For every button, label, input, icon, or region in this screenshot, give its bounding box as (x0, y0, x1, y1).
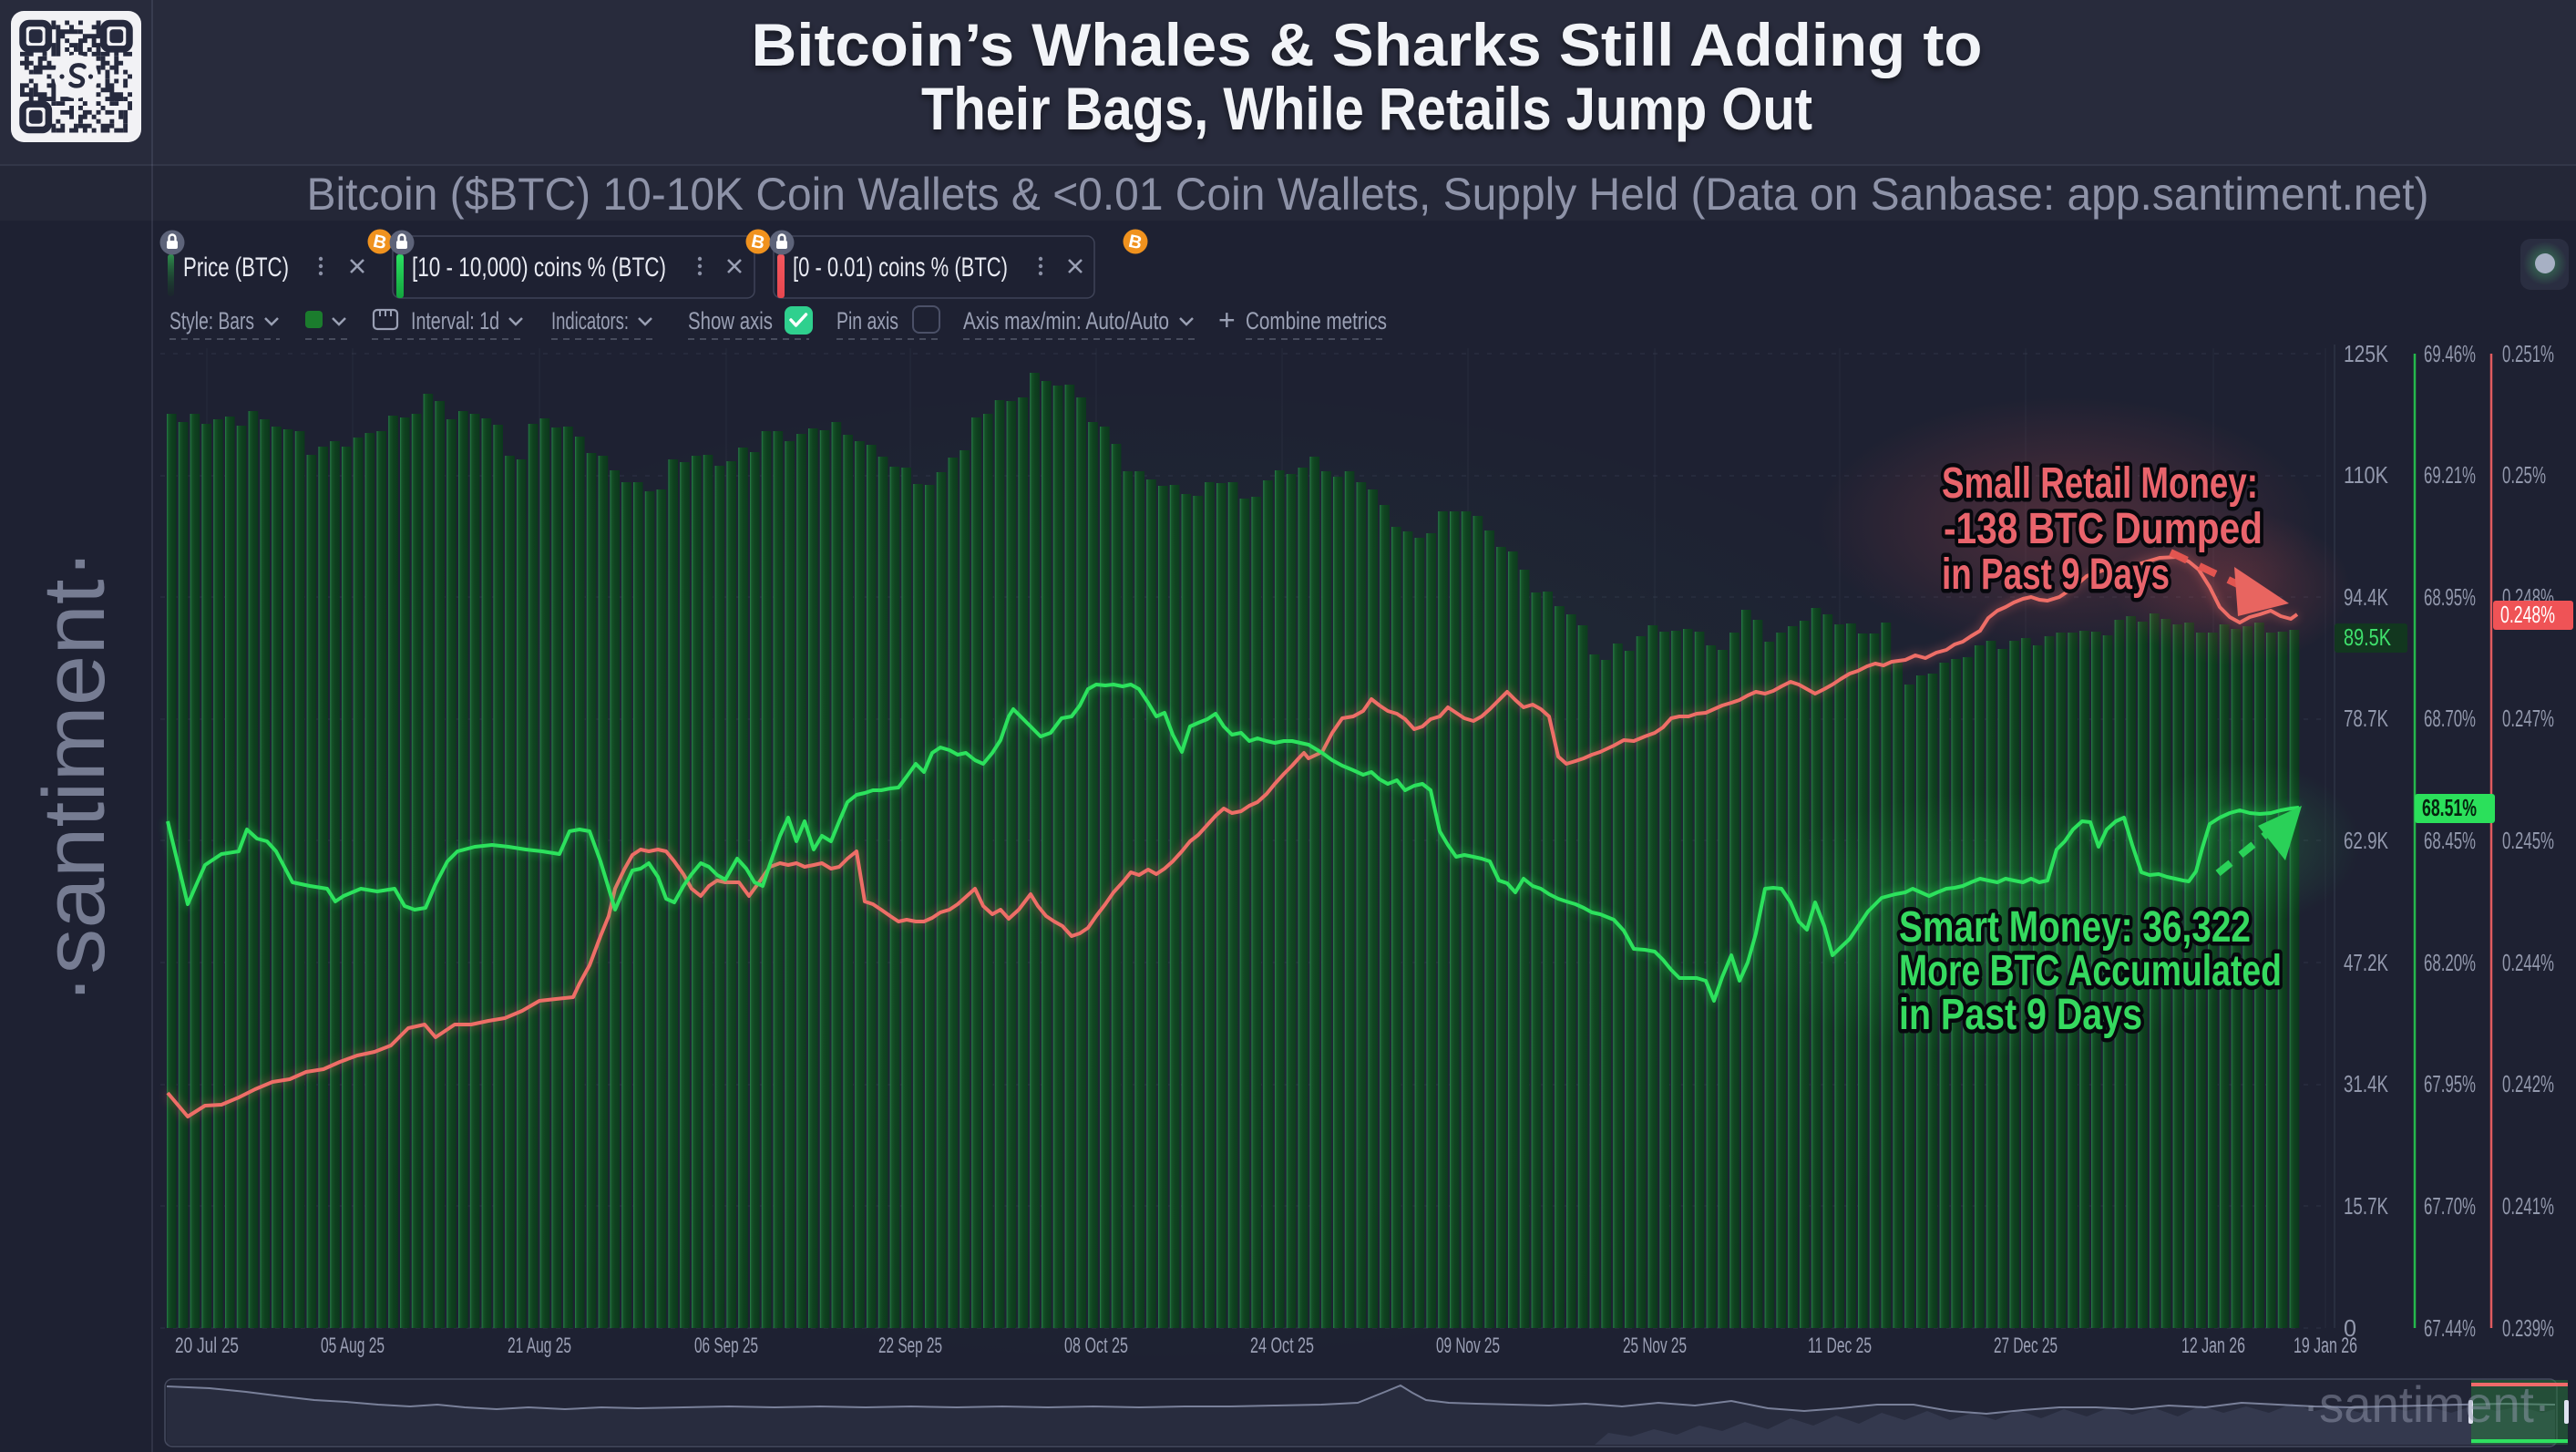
svg-text:22 Sep 25: 22 Sep 25 (878, 1334, 942, 1358)
svg-text:68.45%: 68.45% (2424, 827, 2476, 854)
svg-text:0.248%: 0.248% (2500, 601, 2555, 628)
svg-text:19 Jan 26: 19 Jan 26 (2294, 1334, 2357, 1358)
svg-text:20 Jul 25: 20 Jul 25 (175, 1334, 239, 1358)
svg-text:B: B (749, 232, 766, 254)
svg-text:05 Aug 25: 05 Aug 25 (321, 1334, 385, 1358)
svg-text:27 Dec 25: 27 Dec 25 (1994, 1334, 2058, 1358)
svg-text:0: 0 (2344, 1314, 2356, 1342)
svg-text:Smart Money: 36,322: Smart Money: 36,322 (1899, 903, 2251, 952)
svg-text:Bitcoin ($BTC) 10-10K Coin Wal: Bitcoin ($BTC) 10-10K Coin Wallets & <0.… (307, 169, 2429, 220)
svg-text:0.241%: 0.241% (2502, 1192, 2554, 1220)
svg-text:0.239%: 0.239% (2502, 1314, 2554, 1342)
svg-text:67.70%: 67.70% (2424, 1192, 2476, 1220)
svg-text:21 Aug 25: 21 Aug 25 (508, 1334, 571, 1358)
svg-text:68.20%: 68.20% (2424, 949, 2476, 976)
svg-text:62.9K: 62.9K (2344, 827, 2388, 854)
svg-text:Interval: 1d: Interval: 1d (411, 307, 499, 335)
svg-text:[10 - 10,000) coins % (BTC): [10 - 10,000) coins % (BTC) (412, 252, 666, 283)
svg-text:·santiment·: ·santiment· (2303, 1375, 2550, 1433)
svg-text:+: + (1218, 304, 1236, 336)
svg-text:in Past 9 Days: in Past 9 Days (1942, 551, 2170, 599)
svg-text:31.4K: 31.4K (2344, 1070, 2388, 1097)
svg-text:0.245%: 0.245% (2502, 827, 2554, 854)
svg-text:125K: 125K (2344, 340, 2389, 367)
svg-text:0.244%: 0.244% (2502, 949, 2554, 976)
svg-text:More BTC Accumulated: More BTC Accumulated (1899, 947, 2282, 995)
svg-text:Combine metrics: Combine metrics (1246, 307, 1387, 335)
svg-text:67.95%: 67.95% (2424, 1070, 2476, 1097)
svg-text:15.7K: 15.7K (2344, 1192, 2388, 1220)
svg-text:Indicators:: Indicators: (551, 307, 629, 335)
svg-text:24 Oct 25: 24 Oct 25 (1250, 1334, 1314, 1358)
svg-text:69.21%: 69.21% (2424, 461, 2476, 489)
svg-text:94.4K: 94.4K (2344, 583, 2388, 611)
svg-text:Pin axis: Pin axis (836, 307, 898, 335)
svg-text:0.247%: 0.247% (2502, 705, 2554, 732)
svg-text:89.5K: 89.5K (2344, 623, 2391, 651)
svg-text:Axis max/min: Auto/Auto: Axis max/min: Auto/Auto (963, 307, 1169, 335)
svg-text:25 Nov 25: 25 Nov 25 (1623, 1334, 1687, 1358)
svg-text:68.51%: 68.51% (2422, 794, 2477, 821)
svg-text:B: B (371, 232, 388, 254)
svg-text:47.2K: 47.2K (2344, 949, 2388, 976)
svg-text:0.251%: 0.251% (2502, 340, 2554, 367)
svg-text:B: B (1126, 232, 1144, 254)
svg-text:67.44%: 67.44% (2424, 1314, 2476, 1342)
svg-text:08 Oct 25: 08 Oct 25 (1064, 1334, 1128, 1358)
svg-text:[0 - 0.01) coins % (BTC): [0 - 0.01) coins % (BTC) (793, 252, 1008, 283)
svg-text:Show axis: Show axis (688, 307, 773, 335)
svg-text:12 Jan 26: 12 Jan 26 (2181, 1334, 2245, 1358)
svg-text:Bitcoin’s Whales & Sharks Stil: Bitcoin’s Whales & Sharks Still Adding t… (752, 11, 1983, 78)
svg-text:Price (BTC): Price (BTC) (183, 252, 289, 283)
svg-text:69.46%: 69.46% (2424, 340, 2476, 367)
svg-text:Their Bags, While Retails Jump: Their Bags, While Retails Jump Out (921, 75, 1812, 142)
svg-text:11 Dec 25: 11 Dec 25 (1808, 1334, 1872, 1358)
svg-text:Small Retail Money:: Small Retail Money: (1942, 459, 2258, 508)
svg-text:68.70%: 68.70% (2424, 705, 2476, 732)
svg-text:in Past 9 Days: in Past 9 Days (1899, 991, 2142, 1039)
svg-text:-138 BTC Dumped: -138 BTC Dumped (1944, 505, 2263, 553)
svg-text:Style: Bars: Style: Bars (169, 307, 254, 335)
svg-text:110K: 110K (2344, 461, 2389, 489)
svg-text:06 Sep 25: 06 Sep 25 (694, 1334, 758, 1358)
svg-text:0.242%: 0.242% (2502, 1070, 2554, 1097)
svg-text:09 Nov 25: 09 Nov 25 (1436, 1334, 1500, 1358)
svg-text:·santiment·: ·santiment· (26, 549, 123, 1004)
svg-text:78.7K: 78.7K (2344, 705, 2388, 732)
svg-text:68.95%: 68.95% (2424, 583, 2476, 611)
svg-text:0.25%: 0.25% (2502, 461, 2546, 489)
